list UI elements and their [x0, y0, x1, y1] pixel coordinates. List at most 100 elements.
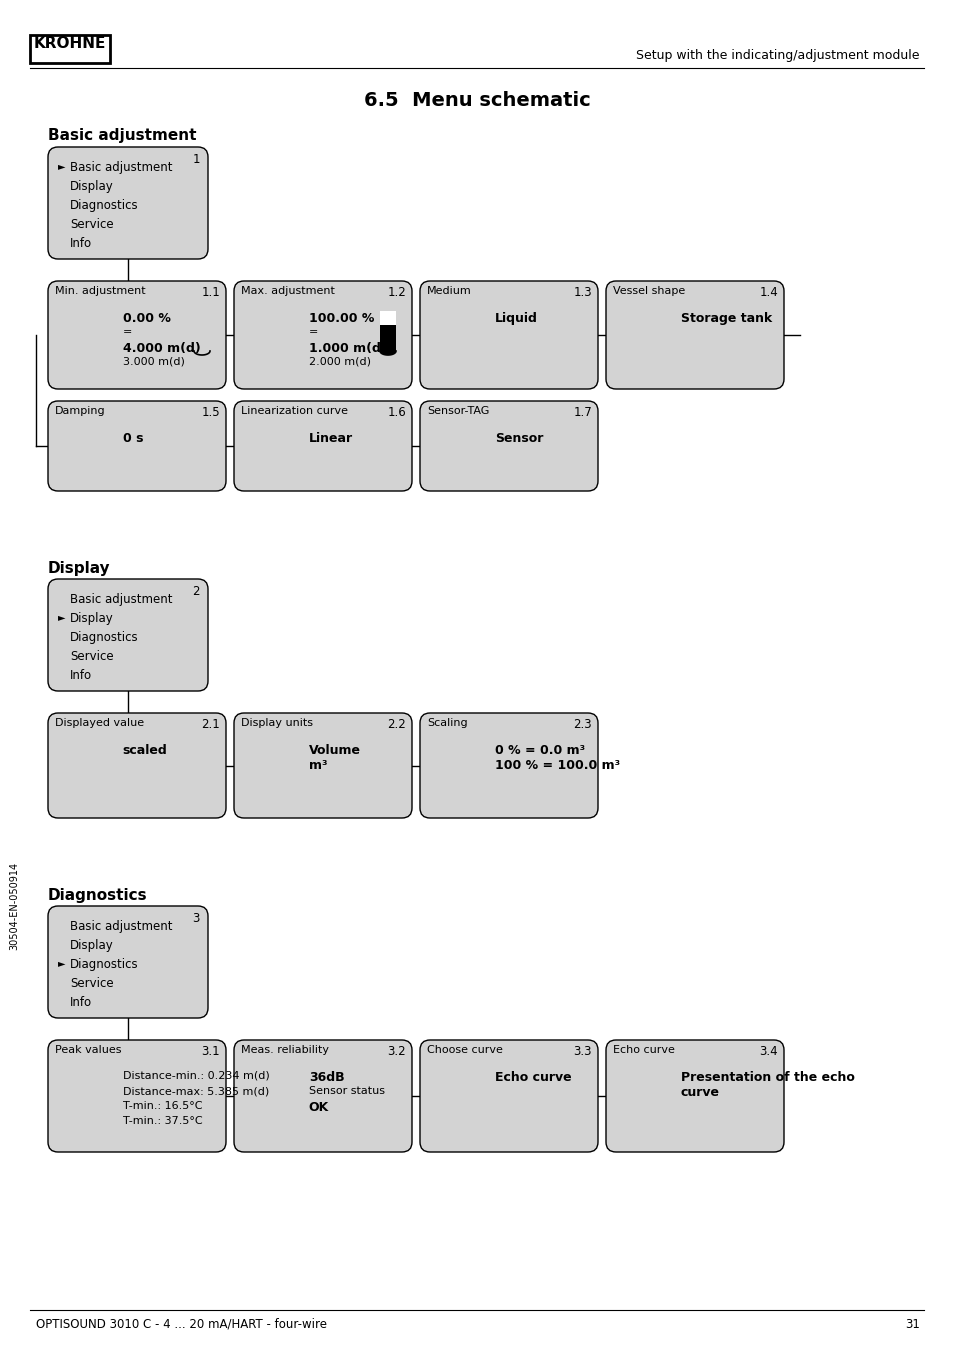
FancyBboxPatch shape [233, 1040, 412, 1152]
FancyBboxPatch shape [605, 1040, 783, 1152]
Text: Displayed value: Displayed value [55, 718, 144, 727]
Text: 1: 1 [193, 153, 200, 166]
Text: Service: Service [70, 650, 113, 662]
Text: 3.2: 3.2 [387, 1045, 406, 1059]
Text: Medium: Medium [427, 287, 471, 296]
Text: Peak values: Peak values [55, 1045, 121, 1055]
FancyBboxPatch shape [48, 281, 226, 389]
Text: Service: Service [70, 977, 113, 990]
Text: 0 % = 0.0 m³: 0 % = 0.0 m³ [495, 744, 584, 757]
Text: Display: Display [48, 561, 111, 576]
Text: curve: curve [680, 1086, 719, 1099]
Text: 1.3: 1.3 [573, 287, 592, 299]
Text: Setup with the indicating/adjustment module: Setup with the indicating/adjustment mod… [636, 49, 919, 61]
Text: 1.000 m(d): 1.000 m(d) [309, 342, 386, 356]
FancyBboxPatch shape [48, 147, 208, 260]
Text: 3.4: 3.4 [759, 1045, 778, 1059]
Text: 1.2: 1.2 [387, 287, 406, 299]
Text: Display: Display [70, 612, 113, 625]
Text: Info: Info [70, 237, 92, 250]
Text: Basic adjustment: Basic adjustment [48, 128, 196, 143]
Text: Vessel shape: Vessel shape [613, 287, 684, 296]
Text: Diagnostics: Diagnostics [70, 199, 138, 212]
Text: 100 % = 100.0 m³: 100 % = 100.0 m³ [495, 758, 619, 772]
Text: 4.000 m(d): 4.000 m(d) [123, 342, 200, 356]
Text: 3.3: 3.3 [573, 1045, 592, 1059]
Text: 30504-EN-050914: 30504-EN-050914 [9, 861, 19, 950]
FancyBboxPatch shape [419, 402, 598, 491]
FancyBboxPatch shape [233, 713, 412, 818]
Text: OPTISOUND 3010 C - 4 ... 20 mA/HART - four-wire: OPTISOUND 3010 C - 4 ... 20 mA/HART - fo… [36, 1317, 327, 1330]
Text: 3.1: 3.1 [201, 1045, 220, 1059]
Text: 1.7: 1.7 [573, 406, 592, 419]
Text: Diagnostics: Diagnostics [70, 631, 138, 644]
Text: Linearization curve: Linearization curve [241, 406, 348, 416]
Text: Liquid: Liquid [495, 312, 537, 324]
FancyBboxPatch shape [419, 1040, 598, 1152]
Text: Echo curve: Echo curve [613, 1045, 674, 1055]
Text: Sensor: Sensor [495, 433, 542, 445]
Text: Diagnostics: Diagnostics [48, 888, 148, 903]
Text: 2.3: 2.3 [573, 718, 592, 731]
FancyBboxPatch shape [419, 281, 598, 389]
Text: Display: Display [70, 940, 113, 952]
Polygon shape [379, 311, 395, 352]
Polygon shape [379, 311, 395, 324]
FancyBboxPatch shape [48, 906, 208, 1018]
Text: Volume: Volume [309, 744, 360, 757]
Text: Max. adjustment: Max. adjustment [241, 287, 335, 296]
Text: 1.5: 1.5 [201, 406, 220, 419]
Text: Display units: Display units [241, 718, 313, 727]
Text: Echo curve: Echo curve [495, 1071, 571, 1084]
Text: =: = [123, 327, 132, 337]
FancyBboxPatch shape [419, 713, 598, 818]
Text: Basic adjustment: Basic adjustment [70, 919, 172, 933]
Text: Distance-max: 5.385 m(d): Distance-max: 5.385 m(d) [123, 1086, 269, 1096]
Text: Presentation of the echo: Presentation of the echo [680, 1071, 854, 1084]
Text: ►: ► [58, 161, 66, 170]
Text: OK: OK [309, 1101, 329, 1114]
Text: m³: m³ [309, 758, 327, 772]
Bar [30, 35, 110, 64]
Text: Storage tank: Storage tank [680, 312, 771, 324]
Text: Min. adjustment: Min. adjustment [55, 287, 146, 296]
Text: KROHNE: KROHNE [33, 37, 106, 51]
Text: 3: 3 [193, 913, 200, 925]
Text: Diagnostics: Diagnostics [70, 959, 138, 971]
Text: 3.000 m(d): 3.000 m(d) [123, 357, 185, 366]
Text: 1.1: 1.1 [201, 287, 220, 299]
Text: 0 s: 0 s [123, 433, 143, 445]
Text: Service: Service [70, 218, 113, 231]
Text: scaled: scaled [123, 744, 168, 757]
FancyBboxPatch shape [605, 281, 783, 389]
FancyBboxPatch shape [48, 713, 226, 818]
Text: Info: Info [70, 669, 92, 681]
Text: ►: ► [58, 959, 66, 968]
Text: Basic adjustment: Basic adjustment [70, 594, 172, 606]
Text: Sensor-TAG: Sensor-TAG [427, 406, 489, 416]
Text: 2.000 m(d): 2.000 m(d) [309, 357, 371, 366]
Text: Choose curve: Choose curve [427, 1045, 502, 1055]
Text: Linear: Linear [309, 433, 353, 445]
FancyBboxPatch shape [48, 402, 226, 491]
FancyBboxPatch shape [48, 579, 208, 691]
Text: Sensor status: Sensor status [309, 1086, 384, 1096]
Text: 2.2: 2.2 [387, 718, 406, 731]
Text: 100.00 %: 100.00 % [309, 312, 374, 324]
Text: Damping: Damping [55, 406, 106, 416]
Text: 1.6: 1.6 [387, 406, 406, 419]
Text: 2: 2 [193, 585, 200, 598]
Text: Basic adjustment: Basic adjustment [70, 161, 172, 174]
FancyBboxPatch shape [48, 1040, 226, 1152]
FancyBboxPatch shape [233, 281, 412, 389]
Text: 0.00 %: 0.00 % [123, 312, 171, 324]
Text: Meas. reliability: Meas. reliability [241, 1045, 329, 1055]
Text: Display: Display [70, 180, 113, 193]
Polygon shape [379, 352, 395, 356]
Text: ►: ► [58, 612, 66, 622]
Text: 31: 31 [904, 1317, 919, 1330]
Text: Info: Info [70, 996, 92, 1009]
Text: T-min.: 16.5°C: T-min.: 16.5°C [123, 1101, 202, 1111]
Text: 1.4: 1.4 [759, 287, 778, 299]
Text: 6.5  Menu schematic: 6.5 Menu schematic [363, 91, 590, 110]
